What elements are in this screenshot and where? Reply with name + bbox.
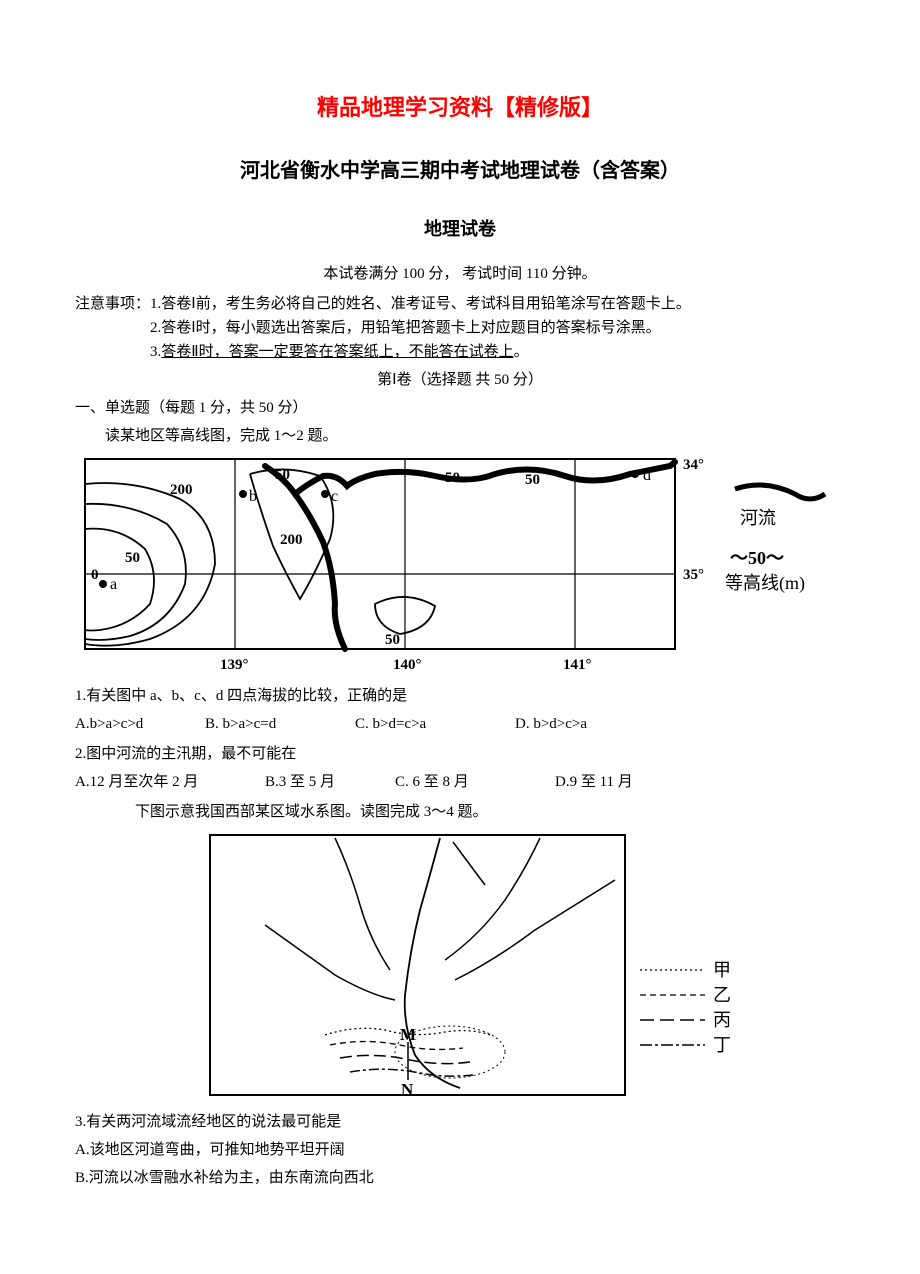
- context-2: 下图示意我国西部某区域水系图。读图完成 3～4 题。: [75, 800, 845, 824]
- contour-200a: 200: [170, 482, 193, 498]
- legend-yi: 乙: [713, 985, 731, 1005]
- lon-140: 140°: [393, 657, 422, 673]
- instruction-2: 2.答卷Ⅰ时，每小题选出答案后，用铅笔把答题卡上对应题目的答案标号涂黑。: [75, 316, 845, 340]
- q1-opt-d: D. b>d>c>a: [515, 712, 665, 736]
- q3-opt-a: A.该地区河道弯曲，可推知地势平坦开阔: [75, 1138, 845, 1162]
- lat-35: 35°: [683, 567, 704, 583]
- instruction-3-underline: 答卷Ⅱ时，答案一定要答在答案纸上，不能答在试卷上: [161, 344, 513, 360]
- lat-34: 34°: [683, 457, 704, 473]
- lon-141: 141°: [563, 657, 592, 673]
- contour-50c: 50: [445, 470, 460, 486]
- section-head: 第Ⅰ卷（选择题 共 50 分）: [75, 368, 845, 392]
- contour-200b: 200: [280, 532, 303, 548]
- instruction-3a: 3.: [150, 344, 161, 360]
- legend-contour: 等高线(m): [725, 573, 805, 594]
- sub-title: 地理试卷: [75, 215, 845, 244]
- instruction-prefix: 注意事项：: [75, 296, 150, 312]
- exam-info: 本试卷满分 100 分， 考试时间 110 分钟。: [75, 262, 845, 286]
- doc-title: 精品地理学习资料【精修版】: [75, 90, 845, 125]
- instruction-1: 注意事项：1.答卷Ⅰ前，考生务必将自己的姓名、准考证号、考试科目用铅笔涂写在答题…: [75, 292, 845, 316]
- legend-river: 河流: [740, 508, 776, 528]
- instruction-1-text: 1.答卷Ⅰ前，考生务必将自己的姓名、准考证号、考试科目用铅笔涂写在答题卡上。: [150, 296, 691, 312]
- legend-ding: 丁: [713, 1035, 731, 1055]
- contour-50a: 50: [125, 550, 140, 566]
- instruction-3: 3.答卷Ⅱ时，答案一定要答在答案纸上，不能答在试卷上。: [75, 340, 845, 364]
- question-2-options: A.12 月至次年 2 月 B.3 至 5 月 C. 6 至 8 月 D.9 至…: [75, 770, 845, 794]
- instruction-3b: 。: [514, 344, 529, 360]
- q2-opt-d: D.9 至 11 月: [555, 770, 685, 794]
- lon-139: 139°: [220, 657, 249, 673]
- q1-opt-c: C. b>d=c>a: [355, 712, 515, 736]
- legend-jia: 甲: [713, 960, 731, 980]
- contour-zero: 0: [91, 567, 99, 583]
- q2-opt-a: A.12 月至次年 2 月: [75, 770, 265, 794]
- point-a-label: a: [110, 576, 117, 593]
- contour-50e: 50: [385, 632, 400, 648]
- point-d-label: d: [643, 467, 651, 484]
- question-3: 3.有关两河流域流经地区的说法最可能是: [75, 1110, 845, 1134]
- q2-opt-c: C. 6 至 8 月: [395, 770, 555, 794]
- q2-opt-b: B.3 至 5 月: [265, 770, 395, 794]
- legend-bing: 丙: [713, 1010, 731, 1030]
- section-type: 一、单选题（每题 1 分，共 50 分）: [75, 396, 845, 420]
- point-b-label: b: [249, 488, 257, 505]
- legend-contour-symbol: ～50～: [730, 548, 784, 568]
- label-n: N: [401, 1080, 414, 1099]
- question-2: 2.图中河流的主汛期，最不可能在: [75, 742, 845, 766]
- instructions-block: 注意事项：1.答卷Ⅰ前，考生务必将自己的姓名、准考证号、考试科目用铅笔涂写在答题…: [75, 292, 845, 364]
- q3-opt-b: B.河流以冰雪融水补给为主，由东南流向西北: [75, 1166, 845, 1190]
- main-title: 河北省衡水中学高三期中考试地理试卷（含答案）: [75, 155, 845, 187]
- figure-1-contour-map: a b c d 200 200 50 50 50 50 50 0 139° 14…: [75, 454, 845, 674]
- q1-opt-a: A.b>a>c>d: [75, 712, 205, 736]
- figure-2-river-map: M N 甲 乙 丙 丁: [205, 830, 765, 1100]
- point-c-label: c: [331, 488, 338, 505]
- contour-50b: 50: [275, 467, 290, 483]
- context-1: 读某地区等高线图，完成 1～2 题。: [75, 424, 845, 448]
- q1-opt-b: B. b>a>c=d: [205, 712, 355, 736]
- label-m: M: [400, 1025, 416, 1044]
- contour-50d: 50: [525, 472, 540, 488]
- question-1: 1.有关图中 a、b、c、d 四点海拔的比较，正确的是: [75, 684, 845, 708]
- question-1-options: A.b>a>c>d B. b>a>c=d C. b>d=c>a D. b>d>c…: [75, 712, 845, 736]
